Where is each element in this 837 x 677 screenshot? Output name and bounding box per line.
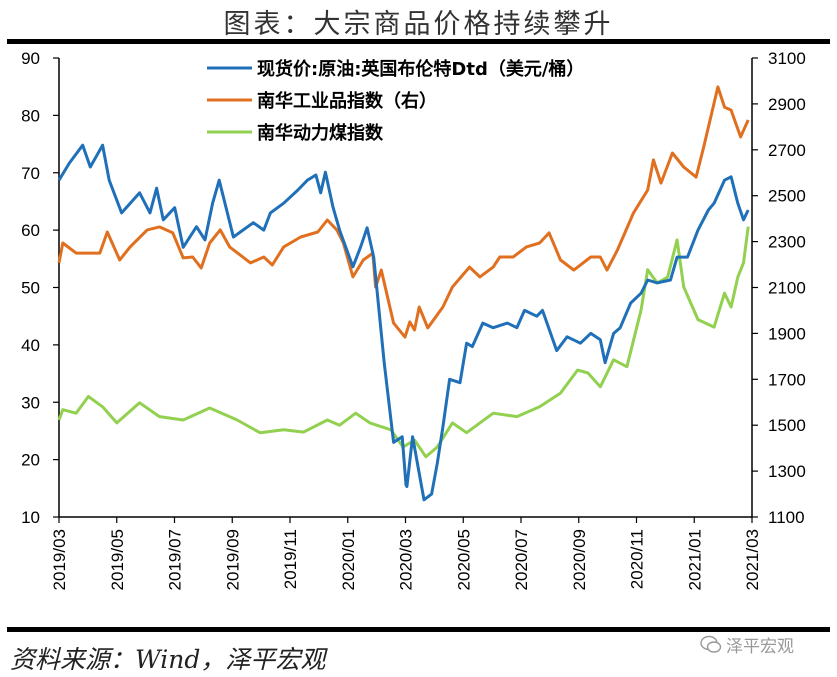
legend-label: 现货价:原油:英国布伦特Dtd（美元/桶）: [257, 58, 584, 80]
x-tick-label: 2020/07: [512, 529, 531, 590]
x-tick-label: 2020/01: [339, 529, 358, 590]
right-tick-label: 2900: [768, 95, 806, 114]
x-tick-label: 2019/05: [108, 529, 127, 590]
x-tick-label: 2019/11: [281, 529, 300, 589]
left-tick-label: 80: [21, 106, 40, 125]
right-tick-label: 1500: [768, 416, 806, 435]
x-tick-label: 2021/03: [743, 529, 762, 590]
x-tick-label: 2021/01: [685, 529, 704, 590]
source-note: 资料来源：Wind，泽平宏观: [10, 645, 326, 674]
right-tick-label: 1300: [768, 462, 806, 481]
left-tick-label: 60: [21, 221, 40, 240]
right-tick-label: 2100: [768, 279, 806, 298]
x-tick-label: 2019/03: [50, 529, 69, 590]
legend-item: 南华动力煤指数: [207, 122, 384, 144]
bottom-rule: [7, 627, 830, 632]
left-tick-label: 30: [21, 393, 40, 412]
left-tick-label: 20: [21, 451, 40, 470]
watermark-text: 泽平宏观: [726, 637, 794, 657]
right-tick-label: 2300: [768, 233, 806, 252]
top-rule: [7, 39, 830, 44]
x-tick-label: 2019/09: [223, 529, 242, 590]
watermark: 泽平宏观: [700, 632, 794, 657]
series-line-2: [57, 226, 750, 459]
legend-label: 南华工业品指数（右）: [257, 90, 437, 112]
left-tick-label: 70: [21, 164, 40, 183]
right-tick-label: 1900: [768, 324, 806, 343]
x-tick-label: 2020/11: [628, 529, 647, 589]
x-tick-label: 2019/07: [166, 529, 185, 590]
left-tick-label: 90: [21, 49, 40, 68]
series-line-0: [57, 143, 750, 502]
right-tick-label: 1700: [768, 370, 806, 389]
legend-item: 南华工业品指数（右）: [207, 90, 437, 112]
legend-label: 南华动力煤指数: [257, 122, 384, 144]
left-tick-label: 40: [21, 336, 40, 355]
right-tick-label: 1100: [768, 508, 805, 527]
left-tick-label: 50: [21, 279, 40, 298]
wechat-icon: [700, 635, 722, 653]
left-tick-label: 10: [21, 508, 40, 527]
series-line-1: [57, 85, 750, 339]
x-tick-label: 2020/05: [454, 529, 473, 590]
x-tick-label: 2020/03: [397, 529, 416, 590]
right-tick-label: 2700: [768, 141, 806, 160]
legend-item: 现货价:原油:英国布伦特Dtd（美元/桶）: [207, 58, 584, 80]
right-tick-label: 2500: [768, 187, 806, 206]
right-tick-label: 3100: [768, 49, 806, 68]
chart-title: 图表：大宗商品价格持续攀升: [223, 9, 614, 40]
x-tick-label: 2020/09: [570, 529, 589, 590]
